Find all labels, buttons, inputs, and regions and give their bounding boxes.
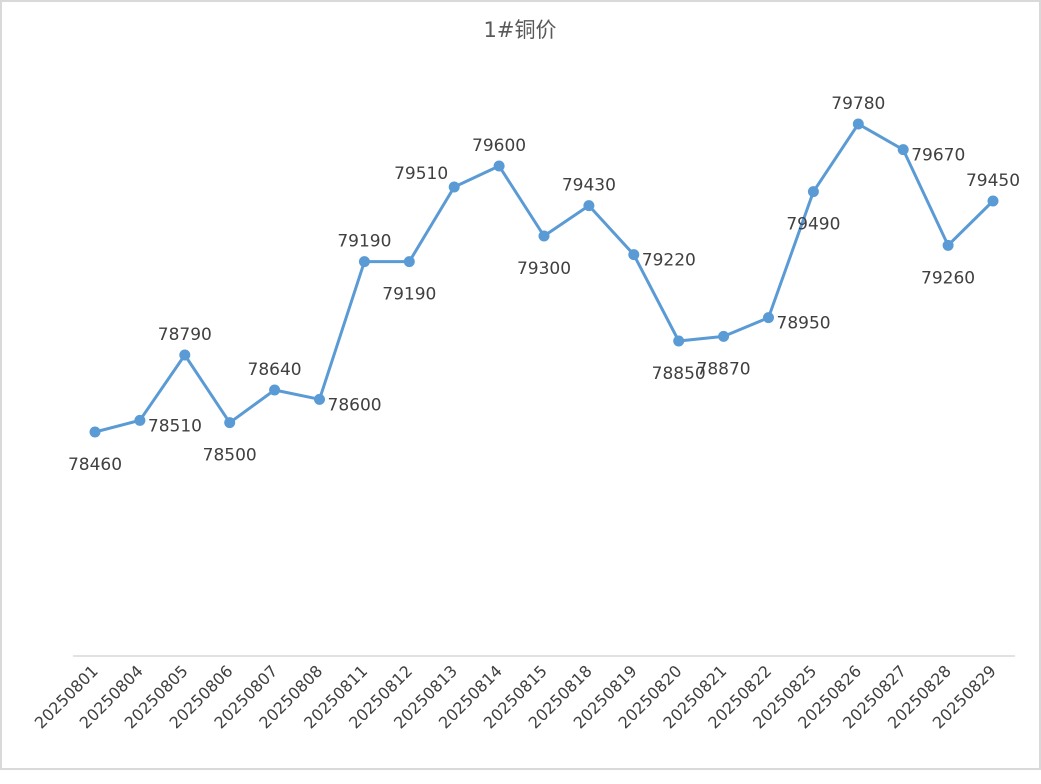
data-label: 78850 bbox=[652, 364, 706, 384]
data-point bbox=[493, 160, 505, 172]
data-label: 79260 bbox=[921, 268, 975, 288]
data-point bbox=[358, 256, 370, 268]
data-label: 78950 bbox=[777, 314, 831, 334]
data-label: 79780 bbox=[831, 94, 885, 114]
data-point bbox=[403, 256, 415, 268]
data-label: 78600 bbox=[328, 395, 382, 415]
data-label: 79450 bbox=[966, 171, 1020, 191]
data-point bbox=[583, 200, 595, 212]
data-label: 78500 bbox=[203, 446, 257, 466]
data-point bbox=[448, 181, 460, 193]
data-point bbox=[673, 335, 685, 347]
chart-title: 1#铜价 bbox=[483, 18, 557, 42]
data-point bbox=[179, 349, 191, 361]
data-point bbox=[852, 118, 864, 130]
data-label: 79190 bbox=[382, 285, 436, 305]
data-label: 79490 bbox=[786, 215, 840, 235]
data-point bbox=[807, 186, 819, 198]
data-point bbox=[718, 330, 730, 342]
data-label: 78510 bbox=[148, 416, 202, 436]
data-label: 78460 bbox=[68, 455, 122, 475]
data-label: 78870 bbox=[697, 359, 751, 379]
data-label: 78640 bbox=[248, 360, 302, 380]
data-label: 78790 bbox=[158, 325, 212, 345]
data-point bbox=[763, 312, 774, 324]
data-point bbox=[134, 414, 146, 426]
data-label: 79220 bbox=[642, 251, 696, 271]
data-point bbox=[942, 239, 954, 251]
data-label: 79300 bbox=[517, 259, 571, 279]
x-tick-labels: 2025080120250804202508052025080620250807… bbox=[31, 661, 1000, 732]
data-point bbox=[314, 393, 325, 405]
data-labels: 78460 78510 78790 78500 78640 78600 79190 79190… bbox=[68, 94, 1020, 475]
data-point bbox=[269, 384, 281, 396]
data-label: 79510 bbox=[394, 164, 448, 184]
data-point bbox=[987, 195, 999, 207]
data-markers bbox=[89, 118, 999, 438]
data-point bbox=[89, 426, 101, 438]
data-point bbox=[897, 144, 909, 156]
data-point bbox=[538, 230, 550, 242]
data-point bbox=[628, 249, 640, 261]
data-label: 79600 bbox=[472, 136, 526, 156]
data-label: 79430 bbox=[562, 176, 616, 196]
data-point bbox=[224, 417, 236, 429]
data-label: 79670 bbox=[911, 146, 965, 166]
drop-lines bbox=[94, 124, 994, 628]
data-label: 79190 bbox=[337, 232, 391, 252]
